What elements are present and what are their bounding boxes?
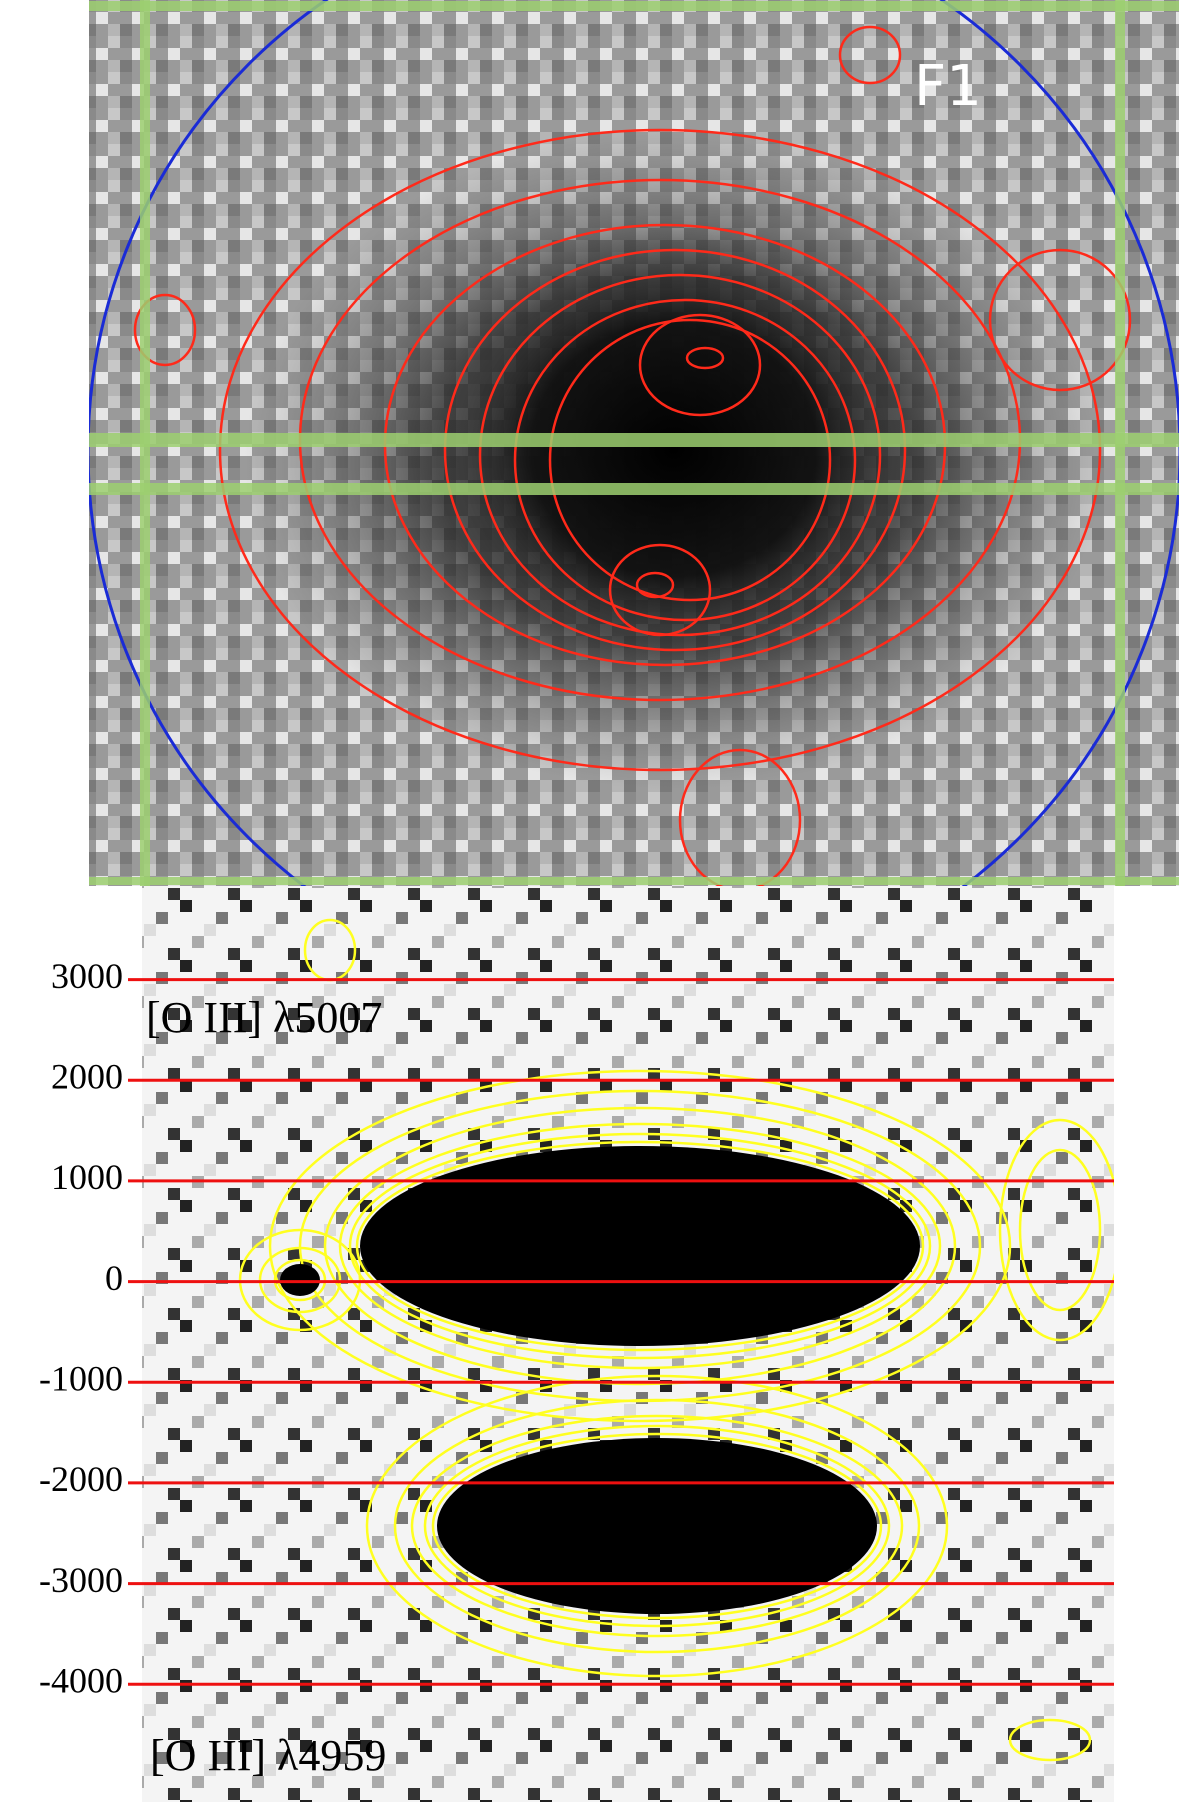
axis: 3000 2000 1000 0 -1000 -2000 -3000 -4000 [39,956,1114,1700]
y-tick-label: 0 [105,1258,123,1298]
y-tick-label: -1000 [39,1359,123,1399]
y-tick-label: 3000 [51,956,123,996]
panel-label: F1 [914,54,982,119]
y-tick-label: 1000 [51,1157,123,1197]
line-label: [O III] λ4959 [150,1731,386,1780]
line-label: [O III] λ5007 [146,993,382,1042]
bottom-panel [142,886,1114,1802]
y-tick-label: -2000 [39,1459,123,1499]
y-tick-label: 2000 [51,1057,123,1097]
y-tick-label: -4000 [39,1660,123,1700]
top-panel: F1 [89,0,1179,886]
y-tick-label: -3000 [39,1560,123,1600]
